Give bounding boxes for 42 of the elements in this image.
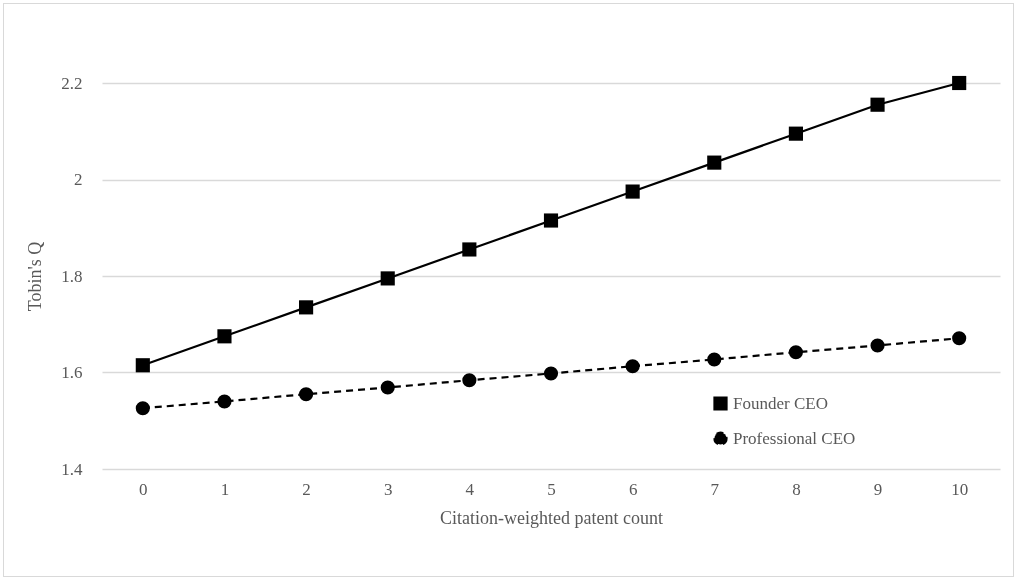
- x-tick-label: 6: [628, 479, 638, 499]
- point: [707, 155, 722, 170]
- point: [543, 366, 559, 381]
- x-tick-label: 7: [710, 479, 720, 499]
- point: [135, 358, 150, 373]
- point: [217, 394, 232, 409]
- point: [625, 184, 640, 199]
- point: [788, 345, 803, 360]
- y-tick-label: 1.8: [61, 266, 83, 286]
- x-tick-label: 8: [792, 479, 801, 499]
- point: [543, 213, 559, 228]
- point: [462, 373, 477, 388]
- point: [870, 97, 885, 112]
- point: [788, 126, 803, 141]
- y-axis-title: Tobin's Q: [25, 241, 46, 312]
- point: [217, 329, 232, 344]
- point: [380, 271, 395, 286]
- y-tick-label: 1.4: [61, 459, 83, 479]
- y-tick-label: 1.6: [61, 363, 83, 382]
- x-tick-label: 10: [951, 479, 969, 499]
- y-tick-label: 2.2: [61, 73, 83, 93]
- x-tick-label: 1: [220, 479, 230, 499]
- point: [135, 401, 150, 416]
- x-tick-label: 5: [547, 479, 556, 499]
- point: [952, 331, 967, 346]
- legend-label: Professional CEO: [733, 428, 856, 448]
- x-tick-label: 9: [873, 479, 883, 499]
- x-tick-label: 4: [465, 479, 475, 499]
- x-tick-label: 3: [383, 479, 393, 499]
- x-tick-label: 2: [302, 479, 311, 499]
- point: [299, 300, 314, 315]
- x-tick-label: 0: [139, 479, 148, 499]
- point: [870, 338, 885, 353]
- point: [299, 387, 314, 402]
- x-axis-title: Citation-weighted patent count: [440, 507, 663, 528]
- point: [625, 359, 640, 374]
- y-tick-label: 2: [74, 170, 83, 189]
- point: [952, 75, 967, 91]
- point: [707, 352, 722, 367]
- point: [462, 242, 477, 257]
- point: [380, 380, 395, 395]
- legend-label: Founder CEO: [733, 393, 828, 413]
